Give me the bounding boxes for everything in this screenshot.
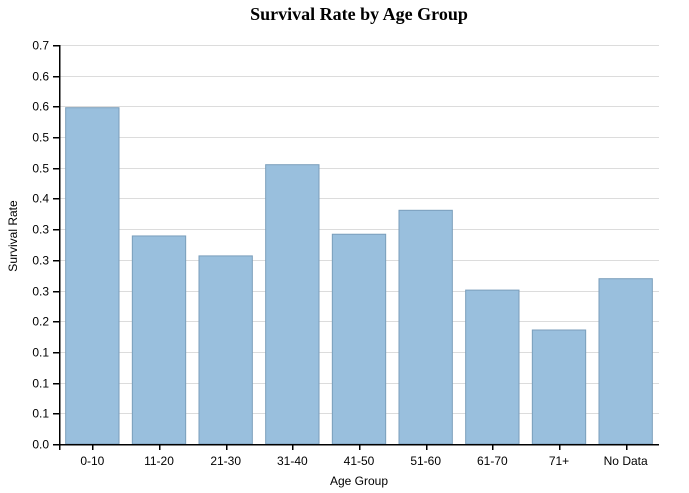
y-axis: 0.0 0.1 0.1 0.1 0.2 0.3 0.3 0.3 0.4 0.5 0.5 0.6 0.6 0… xyxy=(32,39,61,452)
y-tick-label: 0.7 xyxy=(32,39,49,53)
y-tick-label: 0.0 xyxy=(32,438,49,452)
y-tick-label: 0.5 xyxy=(32,162,49,176)
y-tick-label: 0.5 xyxy=(32,131,49,145)
bar-11-20 xyxy=(131,235,187,445)
y-axis-label: Survival Rate xyxy=(6,200,20,272)
x-tick-label: 41-50 xyxy=(344,454,375,468)
x-tick-label: 51-60 xyxy=(410,454,441,468)
bar-no-data xyxy=(598,278,653,445)
y-tick-label: 0.6 xyxy=(32,70,49,84)
bar-61-70 xyxy=(465,289,520,445)
bar-31-40 xyxy=(265,164,320,445)
bars xyxy=(65,107,653,445)
bar-0-10 xyxy=(65,107,120,445)
x-tick-label: 21-30 xyxy=(210,454,241,468)
y-tick-label: 0.1 xyxy=(32,407,49,421)
x-axis: 0-10 11-20 21-30 31-40 41-50 51-60 61-70 71+ No … xyxy=(59,443,659,468)
y-tick-label: 0.3 xyxy=(32,223,49,237)
bar-71 xyxy=(531,329,587,445)
y-tick-label: 0.6 xyxy=(32,100,49,114)
x-tick-label: 0-10 xyxy=(80,454,104,468)
x-tick-label: 61-70 xyxy=(477,454,508,468)
x-tick-label: 31-40 xyxy=(277,454,308,468)
y-tick-label: 0.3 xyxy=(32,285,49,299)
y-tick-label: 0.1 xyxy=(32,346,49,360)
y-tick-label: 0.4 xyxy=(32,192,49,206)
bar-41-50 xyxy=(331,233,387,445)
x-tick-label: 11-20 xyxy=(144,454,174,468)
x-axis-label: Age Group xyxy=(330,474,388,488)
y-tick-label: 0.2 xyxy=(32,315,49,329)
bar-21-30 xyxy=(198,255,253,445)
x-tick-label: 71+ xyxy=(549,454,569,468)
y-tick-label: 0.3 xyxy=(32,254,49,268)
y-tick-label: 0.1 xyxy=(32,377,49,391)
chart-title: Survival Rate by Age Group xyxy=(250,4,468,24)
bar-51-60 xyxy=(398,209,453,445)
x-tick-label: No Data xyxy=(604,454,648,468)
